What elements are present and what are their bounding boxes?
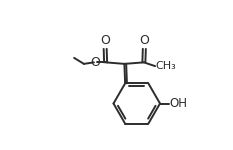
Text: CH₃: CH₃ — [156, 61, 176, 71]
Text: OH: OH — [169, 97, 187, 110]
Text: O: O — [100, 34, 110, 47]
Text: O: O — [139, 34, 149, 47]
Text: O: O — [90, 56, 100, 69]
